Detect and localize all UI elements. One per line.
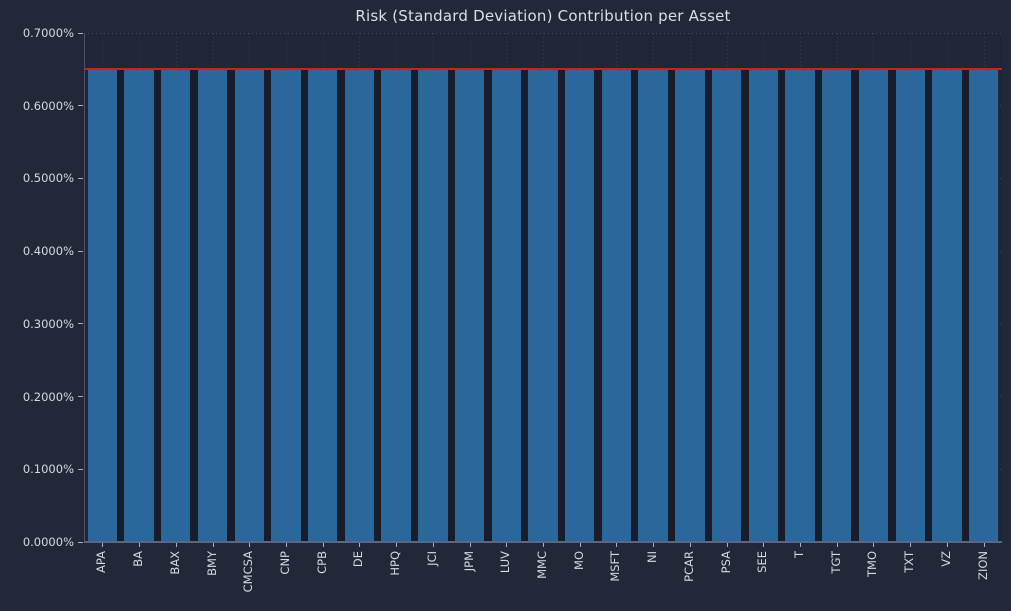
x-tick-mark — [102, 543, 104, 547]
x-gridline — [726, 33, 728, 542]
y-tick-mark — [78, 32, 83, 34]
x-gridline — [322, 33, 324, 542]
x-tick-mark — [800, 543, 802, 547]
x-tick-label: PSA — [718, 551, 733, 574]
x-tick-mark — [836, 543, 838, 547]
x-gridline — [579, 33, 581, 542]
x-tick-mark — [212, 543, 214, 547]
y-tick-label: 0.0000% — [22, 535, 74, 549]
x-tick-mark — [396, 543, 398, 547]
x-tick-mark — [139, 543, 141, 547]
x-tick-label: ZION — [975, 551, 990, 580]
x-tick-mark — [359, 543, 361, 547]
x-gridline — [689, 33, 691, 542]
y-tick-label: 0.4000% — [22, 244, 74, 259]
y-tick-label: 0.6000% — [22, 98, 74, 113]
y-tick-mark — [78, 468, 83, 470]
y-tick-mark — [78, 177, 83, 179]
x-tick-mark — [910, 543, 912, 547]
x-gridline — [469, 33, 471, 542]
x-axis-spine — [84, 541, 1002, 543]
x-tick-mark — [946, 543, 948, 547]
y-tick-label: 0.3000% — [22, 316, 74, 331]
x-tick-mark — [175, 543, 177, 547]
reference-line — [84, 68, 1002, 71]
x-tick-label: SEE — [755, 551, 770, 573]
x-gridline — [396, 33, 398, 542]
x-gridline — [653, 33, 655, 542]
x-tick-mark — [763, 543, 765, 547]
x-gridline — [543, 33, 544, 542]
x-tick-mark — [432, 543, 434, 547]
x-gridline — [212, 33, 214, 542]
x-tick-mark — [322, 543, 324, 547]
x-tick-mark — [506, 543, 508, 547]
x-tick-label: TGT — [828, 551, 843, 574]
y-tick-mark — [78, 250, 83, 252]
x-tick-label: VZ — [938, 551, 953, 567]
x-gridline — [175, 33, 177, 542]
x-tick-label: CMCSA — [241, 551, 256, 593]
x-tick-label: CPB — [314, 551, 329, 574]
x-gridline — [836, 33, 838, 542]
x-tick-mark — [579, 543, 581, 547]
x-tick-label: TXT — [902, 551, 917, 573]
x-tick-label: T — [792, 551, 807, 559]
x-gridline — [249, 33, 251, 542]
x-gridline — [946, 33, 948, 542]
x-tick-mark — [983, 543, 985, 547]
x-gridline — [139, 33, 141, 542]
x-tick-label: PCAR — [681, 551, 696, 582]
y-tick-mark — [78, 396, 83, 398]
x-tick-mark — [726, 543, 728, 547]
y-tick-label: 0.1000% — [22, 462, 74, 477]
x-tick-label: MO — [571, 551, 586, 570]
x-tick-label: NI — [645, 551, 660, 563]
x-tick-mark — [616, 543, 618, 547]
x-gridline — [763, 33, 765, 542]
x-tick-label: MSFT — [608, 551, 623, 582]
x-gridline — [910, 33, 912, 542]
y-tick-mark — [78, 105, 83, 107]
x-tick-mark — [469, 543, 471, 547]
bar — [528, 70, 558, 542]
x-tick-label: BAX — [167, 551, 182, 575]
x-tick-label: TMO — [865, 551, 880, 577]
plot-area — [84, 32, 1002, 542]
y-axis-spine — [84, 33, 85, 542]
x-gridline — [102, 33, 104, 542]
x-tick-label: APA — [94, 551, 109, 573]
x-tick-mark — [689, 543, 691, 547]
x-tick-label: JPM — [461, 551, 476, 572]
y-tick-mark — [78, 541, 83, 543]
x-gridline — [800, 33, 802, 542]
x-tick-label: BMY — [204, 551, 219, 576]
x-gridline — [285, 33, 287, 542]
x-gridline — [359, 33, 361, 542]
x-tick-label: JCI — [424, 551, 439, 566]
y-tick-label: 0.7000% — [22, 26, 74, 40]
x-tick-label: MMC — [535, 551, 549, 579]
x-tick-mark — [653, 543, 655, 547]
x-tick-label: CNP — [277, 551, 292, 575]
x-tick-label: HPQ — [388, 551, 403, 576]
x-tick-mark — [543, 543, 544, 547]
x-gridline — [616, 33, 618, 542]
y-tick-mark — [78, 323, 83, 325]
x-tick-mark — [873, 543, 875, 547]
x-gridline — [432, 33, 434, 542]
x-tick-mark — [285, 543, 287, 547]
chart-title: Risk (Standard Deviation) Contribution p… — [355, 7, 731, 25]
x-tick-label: DE — [351, 551, 366, 568]
x-tick-mark — [249, 543, 251, 547]
x-gridline — [873, 33, 875, 542]
y-tick-label: 0.2000% — [22, 389, 74, 404]
y-tick-label: 0.5000% — [22, 171, 74, 186]
x-gridline — [506, 33, 508, 542]
x-tick-label: BA — [131, 551, 146, 567]
x-gridline — [983, 33, 985, 542]
x-tick-label: LUV — [498, 551, 513, 574]
